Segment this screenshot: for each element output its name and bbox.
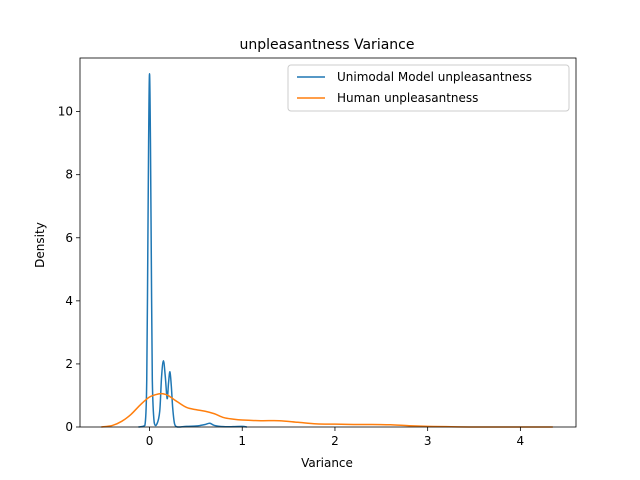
legend: Unimodal Model unpleasantness Human unple… <box>287 64 570 112</box>
axes-frame <box>79 57 577 428</box>
x-tick-label: 4 <box>517 434 525 448</box>
x-axis: 0 1 2 3 4 <box>146 427 524 448</box>
y-tick-label: 4 <box>65 294 73 308</box>
y-tick-label: 10 <box>58 105 73 119</box>
x-tick-label: 3 <box>424 434 432 448</box>
x-tick-label: 0 <box>146 434 154 448</box>
plot-area <box>101 73 553 428</box>
series-line-1 <box>101 392 553 428</box>
y-tick-label: 8 <box>65 168 73 182</box>
legend-label-0: Unimodal Model unpleasantness <box>337 70 532 84</box>
y-axis-label: Density <box>33 222 47 268</box>
x-axis-label: Variance <box>301 456 353 470</box>
y-tick-label: 0 <box>65 420 73 434</box>
legend-label-1: Human unpleasantness <box>337 91 478 105</box>
y-axis: 0 2 4 6 8 10 <box>58 105 80 434</box>
y-tick-label: 2 <box>65 357 73 371</box>
series-line-0 <box>138 73 248 428</box>
y-tick-label: 6 <box>65 231 73 245</box>
x-tick-label: 2 <box>331 434 339 448</box>
chart-title: unpleasantness Variance <box>240 37 415 53</box>
x-tick-label: 1 <box>238 434 246 448</box>
legend-box <box>287 64 570 112</box>
